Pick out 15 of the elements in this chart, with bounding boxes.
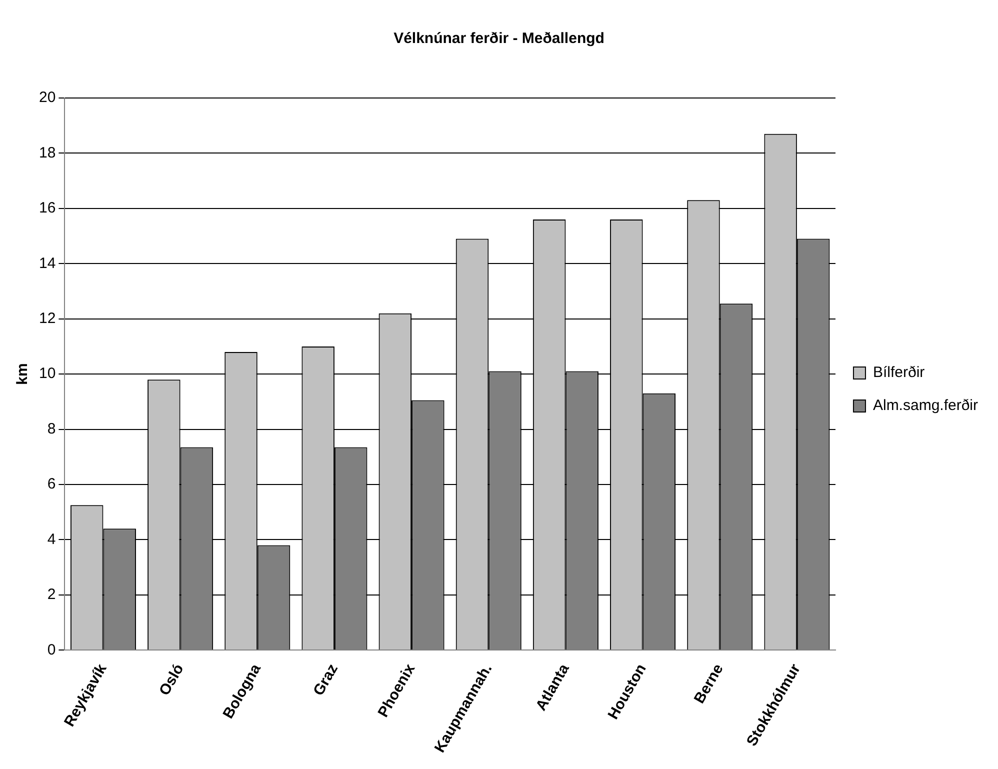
y-tick-label: 2 [47,586,56,604]
y-tick-label: 4 [47,530,56,548]
chart-title: Vélknúnar ferðir - Meðallengd [394,30,604,48]
y-tick-label: 12 [38,310,56,327]
y-tick-label: 14 [38,254,56,272]
y-tick-label: 10 [38,365,56,382]
y-tick-label: 0 [47,641,56,658]
y-tick-label: 18 [38,144,56,162]
legend-label: Alm.samg.ferðir [872,397,978,414]
y-tick-label: 20 [38,89,56,106]
legend-label: Bílferðir [872,364,925,382]
y-tick-label: 6 [47,476,56,493]
y-tick-label: 16 [38,200,56,217]
y-tick-label: 8 [47,420,56,438]
y-axis-title: km [14,363,32,385]
